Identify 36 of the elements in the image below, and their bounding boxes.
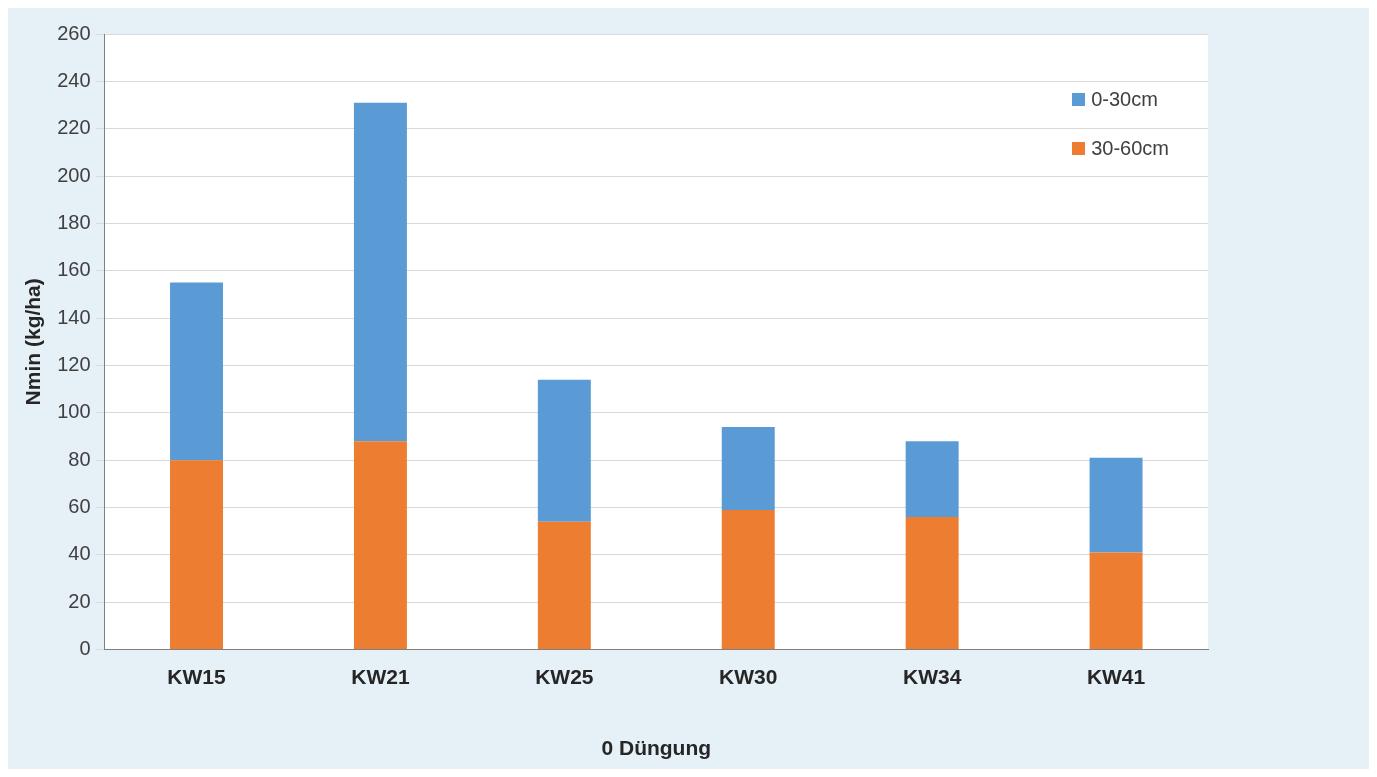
x-tick-label: KW21 [351, 665, 410, 688]
y-tick-label: 180 [57, 210, 91, 233]
y-tick-label: 80 [68, 447, 91, 470]
y-tick-label: 100 [57, 400, 91, 423]
y-tick-label: 60 [68, 495, 91, 518]
legend-label: 30-60cm [1091, 137, 1169, 160]
bar [537, 379, 591, 522]
x-axis-title: 0 Düngung [601, 736, 712, 760]
bar [353, 441, 407, 650]
y-tick-label: 160 [57, 258, 91, 281]
bar [1089, 552, 1143, 650]
y-tick-label: 260 [57, 21, 91, 44]
bar [353, 102, 407, 442]
bar [905, 441, 959, 518]
y-tick-label: 220 [57, 116, 91, 139]
y-tick-label: 200 [57, 163, 91, 186]
y-tick-label: 40 [68, 542, 91, 565]
bar [721, 509, 775, 650]
y-tick-label: 20 [68, 589, 91, 612]
x-tick-label: KW34 [902, 665, 962, 688]
y-axis-title: Nmin (kg/ha) [21, 278, 45, 406]
x-tick-label: KW25 [535, 665, 594, 688]
bar [721, 427, 775, 510]
x-tick-label: KW30 [719, 665, 778, 688]
y-tick-label: 240 [57, 68, 91, 91]
bar [170, 460, 223, 650]
legend-label: 0-30cm [1091, 88, 1158, 111]
bar [537, 521, 591, 650]
y-tick-label: 0 [79, 637, 91, 660]
y-tick-label: 140 [57, 305, 91, 328]
bar [170, 282, 223, 461]
bar [905, 517, 959, 650]
bar [1089, 457, 1143, 553]
x-tick-label: KW41 [1086, 665, 1146, 688]
y-tick-label: 120 [57, 352, 91, 375]
x-tick-label: KW15 [167, 665, 227, 688]
